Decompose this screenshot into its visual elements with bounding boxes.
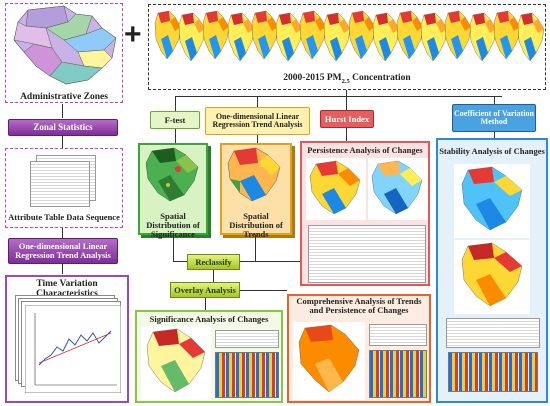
sig-changes-bars bbox=[215, 352, 279, 398]
arrow-sig-to-reclassify bbox=[173, 235, 175, 261]
pm25-title-sub: 2.5 bbox=[341, 77, 350, 85]
arrow-ftest bbox=[175, 96, 177, 111]
pm25-map-thumb bbox=[493, 10, 521, 60]
plus-sign: + bbox=[124, 18, 142, 51]
pm25-map-thumb bbox=[299, 10, 327, 60]
admin-zones-panel: Administrative Zones bbox=[5, 3, 123, 103]
arrow-overlay-right bbox=[240, 290, 287, 292]
cv-method: Coefficient of Variation Method bbox=[452, 104, 536, 132]
arrow-sig-reclass-h bbox=[173, 261, 187, 263]
sig-changes-map bbox=[141, 326, 211, 400]
comprehensive-title: Comprehensive Analysis of Trends and Per… bbox=[296, 296, 422, 315]
time-variation-panel: Time Variation Characteristics bbox=[5, 275, 129, 403]
pm25-map-thumb bbox=[348, 10, 375, 60]
arrow-down-4 bbox=[62, 264, 64, 274]
attribute-table-label: Attribute Table Data Sequence bbox=[8, 212, 120, 222]
significance-label: Spatial Distribution of Significance bbox=[146, 211, 200, 239]
comprehensive-map bbox=[293, 322, 365, 400]
pm25-title-prefix: 2000-2015 PM bbox=[283, 73, 342, 83]
trends-label: Spatial Distribution of Trends bbox=[229, 211, 283, 239]
pm25-title-suffix: Concentration bbox=[349, 73, 411, 83]
stability-table bbox=[446, 318, 540, 348]
significance-map bbox=[145, 147, 199, 202]
pm25-map-thumb bbox=[178, 12, 206, 62]
attribute-table-panel: Attribute Table Data Sequence bbox=[5, 148, 123, 228]
pm25-map-thumb bbox=[469, 12, 496, 62]
sig-changes-title: Significance Analysis of Changes bbox=[149, 314, 269, 324]
arrow-trend-reclass-h bbox=[240, 261, 256, 263]
pm25-map-thumb bbox=[420, 12, 448, 62]
persistence-panel: Persistence Analysis of Changes bbox=[300, 141, 430, 286]
pm25-map-strip bbox=[153, 9, 545, 69]
stability-title: Stability Analysis of Changes bbox=[439, 146, 545, 156]
pm25-map-thumb bbox=[517, 12, 545, 62]
sig-changes-table bbox=[215, 330, 279, 348]
pm25-map-thumb bbox=[227, 12, 254, 62]
reclassify-step: Reclassify bbox=[187, 254, 240, 270]
arrow-cv bbox=[494, 96, 496, 104]
pm25-map-thumb bbox=[251, 10, 279, 60]
time-series-chart bbox=[25, 305, 121, 393]
persistence-table bbox=[308, 225, 426, 283]
trends-panel: Spatial Distribution of Trends bbox=[220, 143, 292, 238]
arrow-hurst-down bbox=[346, 128, 348, 141]
comprehensive-panel: Comprehensive Analysis of Trends and Per… bbox=[287, 294, 431, 403]
persistence-map-1 bbox=[306, 158, 366, 220]
arrow-cv-down bbox=[494, 132, 496, 138]
arrow-trend-to-reclassify bbox=[255, 235, 257, 261]
arrow-persist-to-reclassify bbox=[256, 261, 300, 263]
time-variation-label: Time Variation Characteristics bbox=[36, 279, 98, 299]
arrow-overlay-down bbox=[205, 298, 207, 310]
pm25-map-thumb bbox=[396, 10, 424, 60]
hurst-method: Hurst Index bbox=[320, 110, 374, 128]
admin-zones-label: Administrative Zones bbox=[20, 92, 108, 102]
pm25-map-thumb bbox=[324, 12, 351, 62]
methods-connector-h bbox=[175, 96, 502, 98]
stability-map-2 bbox=[454, 240, 530, 314]
persistence-map-2 bbox=[368, 158, 428, 220]
pm25-series-panel: 2000-2015 PM2.5 Concentration bbox=[148, 4, 546, 90]
pm25-map-thumb bbox=[203, 10, 230, 60]
pm25-map-thumb bbox=[445, 10, 472, 60]
chart-stack bbox=[15, 295, 121, 395]
odlra-method: One-dimensional Linear Regression Trend … bbox=[205, 107, 310, 135]
sig-changes-panel: Significance Analysis of Changes bbox=[135, 310, 283, 403]
ftest-method: F-test bbox=[150, 111, 200, 129]
trends-map bbox=[227, 147, 281, 202]
overlay-step: Overlay Analysis bbox=[170, 282, 240, 298]
stability-bar-chart bbox=[448, 352, 538, 392]
arrow-odlra bbox=[257, 96, 259, 107]
methods-connector-v bbox=[346, 90, 348, 96]
stability-panel: Stability Analysis of Changes bbox=[436, 138, 548, 403]
arrow-hurst bbox=[346, 96, 348, 110]
pm25-map-thumb bbox=[154, 10, 182, 60]
arrow-down-1 bbox=[62, 104, 64, 118]
arrow-odlra-down bbox=[257, 135, 259, 143]
persistence-title: Persistence Analysis of Changes bbox=[307, 145, 423, 155]
arrow-ftest-down bbox=[175, 129, 177, 143]
admin-zones-map bbox=[13, 5, 117, 85]
pm25-map-thumb bbox=[275, 12, 303, 62]
stability-map-1 bbox=[454, 164, 530, 238]
zonal-statistics-step: Zonal Statistics bbox=[8, 119, 118, 136]
arrow-down-3 bbox=[62, 228, 64, 238]
pm25-series-title: 2000-2015 PM2.5 Concentration bbox=[149, 73, 545, 85]
comprehensive-table bbox=[369, 324, 427, 346]
significance-panel: Spatial Distribution of Significance bbox=[138, 143, 208, 238]
arrow-reclass-down bbox=[213, 270, 215, 282]
comprehensive-bars bbox=[369, 350, 427, 398]
arrow-down-2 bbox=[62, 136, 64, 148]
table-sheet-front bbox=[30, 161, 90, 207]
odlra-step-left: One-dimensional Linear Regression Trend … bbox=[8, 238, 118, 264]
pm25-map-thumb bbox=[372, 12, 400, 62]
